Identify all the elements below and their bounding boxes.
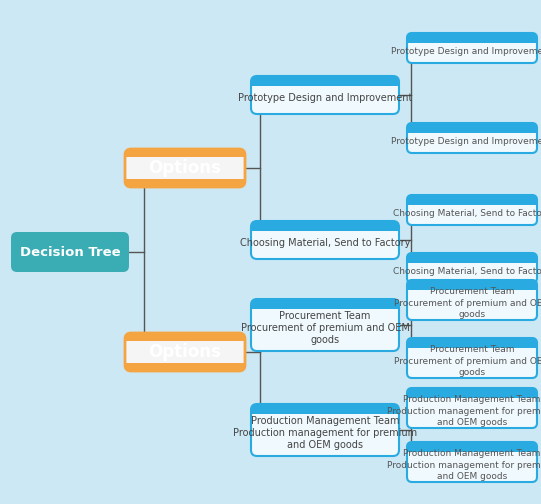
Bar <box>407 38 537 43</box>
FancyBboxPatch shape <box>407 253 537 283</box>
Bar <box>407 258 537 263</box>
Text: Choosing Material, Send to Factory: Choosing Material, Send to Factory <box>240 238 410 248</box>
Text: Production Management Team
Production management for premium
and OEM goods: Production Management Team Production ma… <box>387 396 541 426</box>
Bar <box>251 304 399 309</box>
FancyBboxPatch shape <box>251 221 399 231</box>
FancyBboxPatch shape <box>251 404 399 414</box>
FancyBboxPatch shape <box>407 338 537 348</box>
Bar <box>407 285 537 290</box>
Bar <box>125 363 245 367</box>
Text: Options: Options <box>149 343 221 361</box>
Text: Procurement Team
Procurement of premium and OEM
goods: Procurement Team Procurement of premium … <box>394 287 541 319</box>
Bar <box>407 200 537 205</box>
FancyBboxPatch shape <box>407 388 537 428</box>
Text: Prototype Design and Improvement: Prototype Design and Improvement <box>238 93 412 103</box>
Bar <box>251 81 399 86</box>
FancyBboxPatch shape <box>251 299 399 351</box>
FancyBboxPatch shape <box>407 442 537 452</box>
FancyBboxPatch shape <box>407 33 537 43</box>
Bar <box>407 447 537 452</box>
Text: Decision Tree: Decision Tree <box>19 245 120 259</box>
FancyBboxPatch shape <box>125 333 245 341</box>
FancyBboxPatch shape <box>407 442 537 482</box>
Text: Procurement Team
Procurement of premium and OEM
goods: Procurement Team Procurement of premium … <box>394 345 541 376</box>
FancyBboxPatch shape <box>125 149 245 187</box>
FancyBboxPatch shape <box>407 195 537 205</box>
Bar <box>125 337 245 341</box>
FancyBboxPatch shape <box>407 123 537 153</box>
FancyBboxPatch shape <box>407 280 537 320</box>
Bar <box>407 343 537 348</box>
FancyBboxPatch shape <box>407 388 537 398</box>
Text: Options: Options <box>149 159 221 177</box>
Text: Choosing Material, Send to Factory: Choosing Material, Send to Factory <box>393 209 541 218</box>
FancyBboxPatch shape <box>407 123 537 133</box>
FancyBboxPatch shape <box>407 338 537 378</box>
Bar <box>125 179 245 183</box>
Bar <box>251 409 399 414</box>
FancyBboxPatch shape <box>407 253 537 263</box>
Text: Choosing Material, Send to Factory: Choosing Material, Send to Factory <box>393 267 541 276</box>
Text: Prototype Design and Improvement: Prototype Design and Improvement <box>391 46 541 55</box>
FancyBboxPatch shape <box>125 363 245 371</box>
FancyBboxPatch shape <box>407 195 537 225</box>
FancyBboxPatch shape <box>407 280 537 290</box>
Bar <box>125 153 245 157</box>
FancyBboxPatch shape <box>251 76 399 114</box>
Bar <box>407 128 537 133</box>
Text: Procurement Team
Procurement of premium and OEM
goods: Procurement Team Procurement of premium … <box>241 310 410 345</box>
FancyBboxPatch shape <box>407 33 537 63</box>
Text: Prototype Design and Improvement: Prototype Design and Improvement <box>391 137 541 146</box>
Text: Production Management Team
Production management for premium
and OEM goods: Production Management Team Production ma… <box>233 416 417 451</box>
Bar <box>251 226 399 231</box>
FancyBboxPatch shape <box>125 333 245 371</box>
FancyBboxPatch shape <box>251 221 399 259</box>
Bar <box>407 393 537 398</box>
FancyBboxPatch shape <box>251 299 399 309</box>
Text: Production Management Team
Production management for premium
and OEM goods: Production Management Team Production ma… <box>387 450 541 481</box>
FancyBboxPatch shape <box>125 149 245 157</box>
FancyBboxPatch shape <box>251 404 399 456</box>
FancyBboxPatch shape <box>11 232 129 272</box>
FancyBboxPatch shape <box>251 76 399 86</box>
FancyBboxPatch shape <box>125 179 245 187</box>
